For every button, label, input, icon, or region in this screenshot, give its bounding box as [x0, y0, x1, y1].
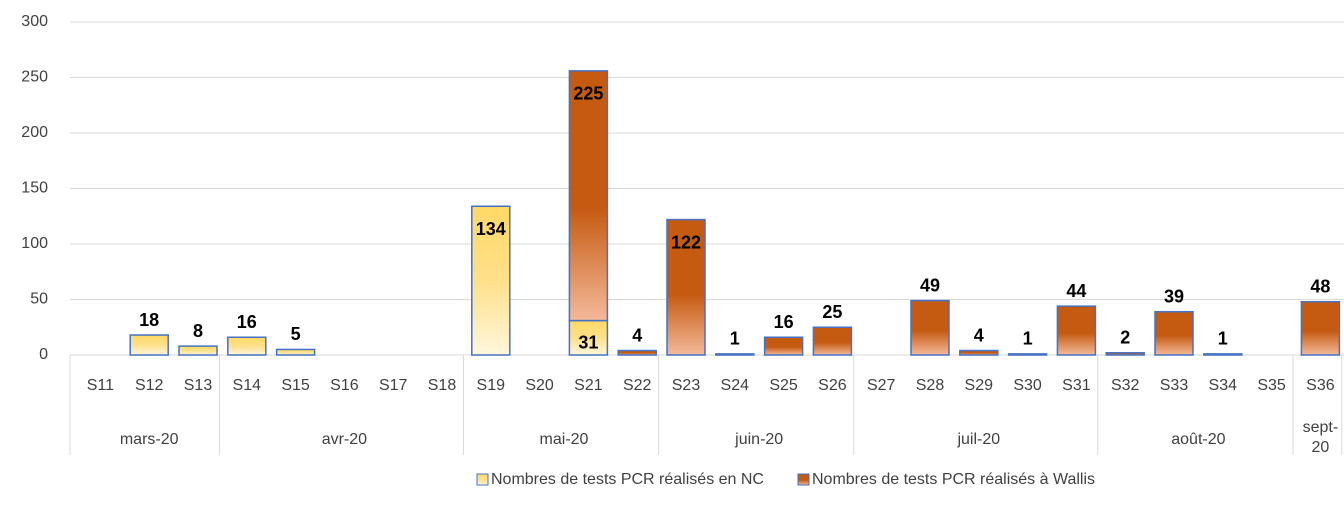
legend-label: Nombres de tests PCR réalisés en NC [491, 471, 764, 488]
x-tick-label: S22 [622, 377, 652, 394]
bar [1300, 300, 1341, 356]
bar [1203, 353, 1243, 356]
bar [910, 299, 950, 356]
y-tick-label: 200 [21, 124, 48, 141]
bar [1056, 305, 1097, 356]
data-label: 134 [476, 219, 506, 239]
data-label: 18 [139, 310, 159, 330]
bar [568, 70, 609, 322]
data-label: 4 [974, 325, 984, 345]
legend-swatch [476, 473, 489, 486]
x-tick-label: S26 [818, 377, 847, 394]
data-label: 48 [1310, 276, 1330, 296]
bar [471, 205, 511, 356]
data-label: 1 [1023, 329, 1033, 349]
x-tick-label: S34 [1208, 377, 1238, 394]
x-tick-label: S11 [86, 377, 115, 394]
x-tick-label: S24 [720, 377, 750, 394]
bar [1007, 353, 1048, 356]
bar [1105, 352, 1145, 356]
x-tick-label: S19 [476, 377, 506, 394]
x-tick-label: S33 [1159, 377, 1189, 394]
bar [568, 319, 609, 356]
x-tick-label: S36 [1306, 377, 1335, 394]
data-label: 16 [237, 312, 257, 332]
x-tick-label: S16 [330, 377, 359, 394]
y-tick-label: 150 [21, 180, 48, 197]
y-tick-label: 100 [21, 235, 48, 252]
x-tick-label: S29 [964, 377, 994, 394]
x-tick-label: S25 [769, 377, 798, 394]
data-label: 4 [632, 325, 642, 345]
group-label: sept-20 [1302, 419, 1339, 456]
bar [666, 218, 706, 356]
x-tick-label: S23 [671, 377, 701, 394]
x-tick-label: S18 [427, 377, 457, 394]
x-tick-label: S17 [378, 377, 408, 394]
data-label: 49 [920, 275, 940, 295]
y-tick-label: 250 [21, 69, 48, 86]
x-tick-label: S14 [232, 377, 262, 394]
data-label: 5 [291, 324, 301, 344]
legend-label: Nombres de tests PCR réalisés à Wallis [812, 471, 1095, 488]
bar [227, 336, 267, 356]
x-tick-label: S28 [915, 377, 945, 394]
y-tick-label: 50 [30, 291, 48, 308]
data-label: 25 [822, 302, 842, 322]
data-label: 2 [1120, 328, 1130, 348]
bar [715, 353, 755, 356]
bar [959, 349, 999, 356]
group-label: juil-20 [957, 431, 1001, 448]
x-tick-label: S15 [281, 377, 310, 394]
data-label: 44 [1066, 281, 1086, 301]
data-label: 1 [1218, 329, 1228, 349]
bar [617, 349, 657, 356]
data-label: 122 [671, 232, 701, 252]
bar [1154, 310, 1194, 356]
group-label: avr-20 [321, 431, 368, 448]
group-label: mai-20 [539, 431, 589, 448]
group-label: août-20 [1171, 431, 1226, 448]
x-tick-label: S21 [574, 377, 603, 394]
data-label: 31 [578, 333, 598, 353]
y-tick-label: 300 [21, 13, 48, 30]
x-tick-label: S32 [1110, 377, 1140, 394]
x-tick-label: S31 [1062, 377, 1091, 394]
bar [178, 345, 218, 356]
bar [275, 348, 316, 356]
data-label: 8 [193, 321, 203, 341]
group-label: juin-20 [735, 431, 784, 448]
data-label: 16 [774, 312, 794, 332]
legend-swatch [797, 473, 810, 486]
y-tick-label: 0 [39, 346, 48, 363]
bar [763, 336, 804, 356]
data-label: 1 [730, 329, 740, 349]
x-tick-label: S30 [1013, 377, 1042, 394]
x-tick-label: S35 [1257, 377, 1286, 394]
data-label: 225 [573, 84, 603, 104]
group-label: mars-20 [119, 431, 179, 448]
data-label: 39 [1164, 286, 1184, 306]
bar [129, 334, 169, 356]
bar [812, 326, 853, 356]
x-tick-label: S20 [525, 377, 554, 394]
x-tick-label: S13 [183, 377, 213, 394]
x-tick-label: S12 [134, 377, 164, 394]
x-tick-label: S27 [866, 377, 896, 394]
